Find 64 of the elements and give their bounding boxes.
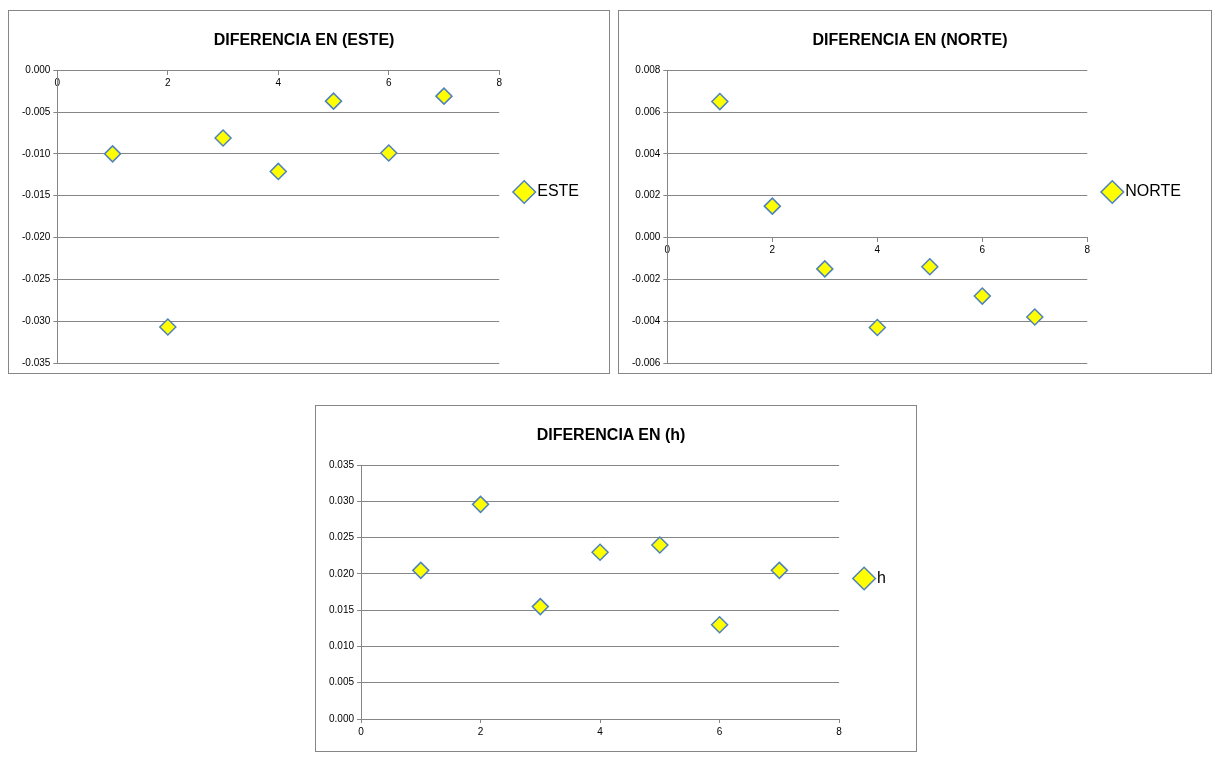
y-tick-label: -0.025 (22, 273, 51, 285)
point (770, 561, 789, 580)
point (816, 260, 834, 278)
point (159, 318, 177, 336)
point (868, 318, 887, 337)
y-tick-label: -0.002 (632, 273, 661, 285)
x-tick-label: 8 (1084, 244, 1091, 256)
chart-title: DIFERENCIA EN (ESTE) (213, 31, 395, 49)
point (435, 87, 453, 105)
x-tick-label: 2 (477, 725, 484, 737)
y-tick-label: 0.025 (328, 531, 355, 543)
x-tick-label: 8 (496, 76, 503, 88)
x-tick-label: 2 (769, 244, 776, 256)
legend-label: NORTE (1125, 182, 1182, 200)
y-tick-label: 0.008 (635, 63, 661, 75)
point (531, 597, 550, 616)
point (324, 92, 343, 110)
legend-label: ESTE (537, 182, 580, 200)
y-tick-label: -0.010 (22, 147, 51, 159)
chart-title: DIFERENCIA EN (h) (536, 426, 686, 444)
point (471, 495, 490, 514)
x-tick-label: 6 (979, 244, 986, 256)
point (651, 536, 669, 554)
y-tick-label: 0.004 (635, 147, 661, 159)
y-tick-label: 0.000 (328, 712, 355, 724)
y-tick-label: 0.030 (328, 495, 355, 507)
point (214, 129, 232, 147)
y-tick-label: -0.006 (632, 356, 661, 368)
y-tick-label: 0.000 (635, 231, 661, 243)
point (269, 162, 288, 181)
y-tick-label: 0.010 (328, 640, 355, 652)
legend-label: h (877, 568, 887, 586)
x-tick-label: 6 (385, 76, 392, 88)
y-tick-label: -0.005 (22, 105, 51, 117)
y-tick-label: -0.030 (22, 314, 51, 326)
y-tick-label: 0.000 (25, 63, 51, 75)
point (710, 615, 729, 634)
point (380, 144, 398, 162)
y-tick-label: -0.035 (22, 356, 51, 368)
y-tick-label: 0.020 (328, 567, 355, 579)
y-tick-label: -0.020 (22, 231, 51, 243)
y-tick-label: 0.035 (328, 458, 355, 470)
y-tick-label: -0.015 (22, 189, 51, 201)
x-tick-label: 8 (836, 725, 843, 737)
x-tick-label: 2 (165, 76, 172, 88)
x-tick-label: 6 (716, 725, 723, 737)
point (412, 561, 430, 580)
point (711, 92, 729, 111)
point (103, 145, 122, 163)
point (591, 543, 609, 561)
x-tick-label: 0 (358, 725, 365, 737)
y-tick-label: 0.002 (635, 189, 661, 201)
y-tick-label: -0.004 (632, 314, 661, 326)
point (763, 197, 782, 215)
y-tick-label: 0.005 (328, 676, 355, 688)
chart-title: DIFERENCIA EN (NORTE) (812, 31, 1008, 49)
x-tick-label: 4 (275, 76, 282, 88)
y-tick-label: 0.006 (635, 105, 661, 117)
y-tick-label: 0.015 (328, 603, 355, 615)
x-tick-label: 4 (597, 725, 604, 737)
point (1026, 308, 1044, 326)
point (973, 287, 992, 305)
x-tick-label: 4 (874, 244, 881, 256)
point (921, 258, 939, 276)
